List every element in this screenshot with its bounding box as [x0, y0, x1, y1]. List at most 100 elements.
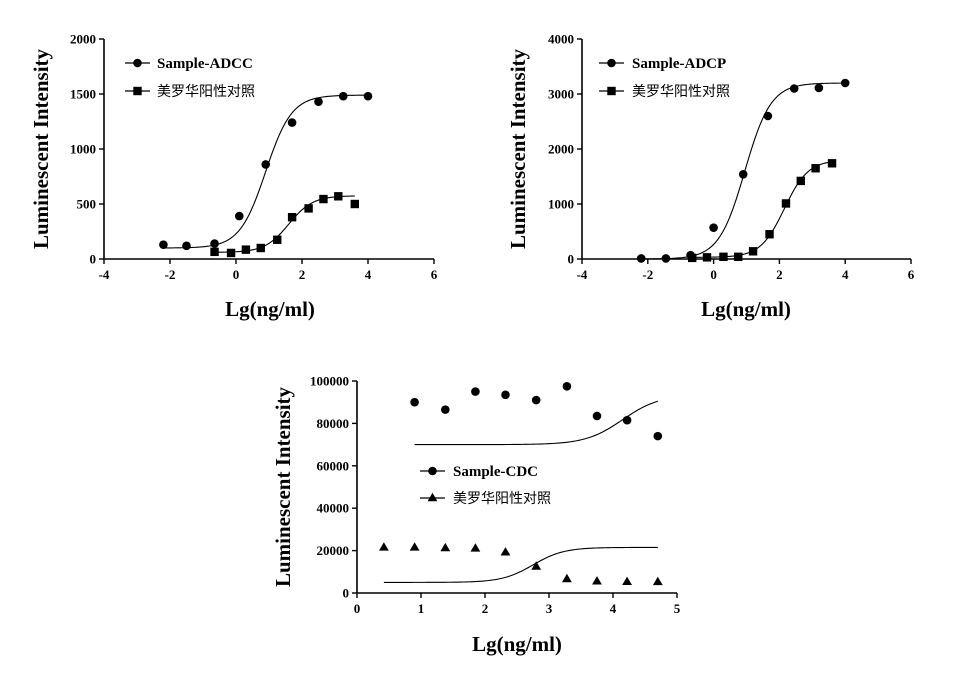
adcp-legend-control-label: 美罗华阳性对照 [632, 84, 730, 100]
cdc-series-0-point [501, 390, 510, 400]
adcp-series-1-point [827, 159, 837, 168]
cdc-series-1-point [378, 542, 389, 551]
adcp-series-0-point [661, 254, 671, 263]
cdc-x-tick-label: 3 [546, 601, 553, 616]
cdc-x-tick-label: 4 [610, 601, 617, 616]
cdc-series-0-point [471, 387, 480, 396]
cdc-y-tick-label: 40000 [317, 501, 350, 516]
adcc-y-tick-label: 500 [77, 197, 97, 212]
adcp-series-1-point [748, 247, 758, 256]
cdc-legend-sample-label: Sample-CDC [453, 464, 538, 480]
adcp-series-0-point [814, 83, 824, 93]
cdc-y-tick-label: 100000 [310, 374, 349, 389]
adcp-series-0-point [709, 223, 718, 232]
adcp-legend-sample-label: Sample-ADCP [632, 56, 726, 72]
cdc-tick-labels: 0 1 2 3 4 5 0 20000 40000 60000 80000 100000 [310, 374, 681, 617]
adcp-y-tick-label: 0 [568, 252, 575, 267]
cdc-series-1-point [622, 576, 632, 585]
adcc-legend-square-marker [133, 86, 142, 96]
cdc-series-1-point [592, 576, 602, 585]
adcp-x-tick-label: 4 [842, 267, 849, 282]
cdc-series-1-point [409, 542, 420, 551]
adcp-series-1-point [734, 252, 743, 261]
cdc-series-1-point [531, 561, 542, 570]
cdc-series-1-point [440, 542, 451, 552]
cdc-y-tick-label: 60000 [317, 458, 350, 473]
cdc-series-0-point [441, 405, 450, 414]
adcc-data-points [159, 91, 373, 258]
adcc-series-1-point [350, 199, 359, 209]
adcc-series-1-point [241, 245, 251, 254]
adcp-chart-panel: -4 -2 0 2 4 6 0 1000 2000 3000 4000 Luminescent In… [506, 32, 915, 322]
adcc-x-tick-label: 6 [431, 267, 438, 282]
adcp-legend-circle-marker [607, 58, 616, 68]
cdc-series-1-point [470, 543, 481, 552]
adcc-series-1-point [319, 194, 328, 204]
cdc-x-tick-label: 0 [354, 601, 361, 616]
cdc-series-0-point [653, 431, 663, 441]
adcp-data-points [636, 78, 850, 263]
adcc-fit-curves [163, 94, 369, 253]
cdc-axes [352, 380, 678, 598]
adcp-y-tick-label: 2000 [548, 142, 574, 157]
cdc-y-tick-label: 80000 [317, 416, 350, 431]
adcc-series-1-point [334, 192, 343, 201]
cdc-y-axis-label: Luminescent Intensity [271, 386, 295, 587]
adcc-legend-sample-label: Sample-ADCC [157, 56, 253, 72]
adcc-series-0-point [338, 91, 348, 101]
adcp-series-1-point [765, 230, 774, 239]
adcp-series-0-point [636, 254, 646, 263]
adcc-series-1-point [226, 248, 236, 258]
adcp-series-1-point [719, 252, 728, 261]
adcp-x-axis-label: Lg(ng/ml) [701, 297, 791, 321]
adcp-x-tick-label: -4 [577, 267, 588, 282]
adcc-y-tick-label: 0 [90, 252, 97, 267]
adcp-series-1-point [781, 199, 791, 208]
adcp-axes [577, 38, 912, 264]
adcc-x-tick-label: 0 [233, 267, 240, 282]
adcc-y-tick-label: 2000 [70, 32, 96, 47]
adcp-y-tick-label: 1000 [548, 197, 574, 212]
cdc-x-axis-label: Lg(ng/ml) [472, 632, 562, 656]
adcc-series-1-point [256, 243, 265, 253]
cdc-legend-control-label: 美罗华阳性对照 [453, 491, 551, 507]
adcc-y-axis-label: Luminescent Intensity [29, 48, 53, 249]
cdc-x-tick-label: 1 [418, 601, 425, 616]
adcp-x-tick-label: 0 [710, 267, 717, 282]
adcc-series-0-point [314, 97, 323, 106]
adcc-series-1-fit-curve [214, 195, 355, 253]
adcc-axes [99, 38, 435, 264]
adcc-series-1-point [287, 213, 297, 222]
adcc-series-1-point [210, 247, 219, 257]
adcc-x-tick-label: 2 [299, 267, 306, 282]
adcp-x-tick-label: 2 [776, 267, 783, 282]
cdc-series-1-point [500, 547, 511, 556]
adcc-x-tick-label: 4 [365, 267, 372, 282]
adcp-series-0-point [763, 111, 773, 121]
adcc-series-1-point [304, 204, 313, 213]
adcc-legend: Sample-ADCC 美罗华阳性对照 [125, 56, 255, 100]
adcc-series-0-point [261, 160, 271, 169]
adcp-y-tick-label: 3000 [548, 87, 574, 102]
adcc-series-0-point [235, 211, 244, 221]
cdc-legend-triangle-marker [427, 492, 438, 502]
adcp-series-0-point [738, 170, 748, 179]
cdc-series-0-point [531, 395, 541, 405]
adcc-series-0-point [159, 240, 168, 249]
adcp-series-1-point [702, 253, 712, 262]
adcc-legend-control-label: 美罗华阳性对照 [157, 84, 255, 100]
adcp-y-tick-label: 4000 [548, 32, 574, 47]
adcp-x-tick-label: 6 [908, 267, 915, 282]
adcc-series-0-point [363, 91, 373, 101]
adcp-legend-square-marker [607, 86, 616, 96]
cdc-data-points [378, 382, 663, 586]
adcp-legend: Sample-ADCP 美罗华阳性对照 [599, 56, 730, 100]
cdc-y-tick-label: 20000 [317, 543, 350, 558]
cdc-series-0-point [562, 382, 572, 391]
adcc-y-tick-label: 1500 [70, 87, 96, 102]
adcp-y-axis-label: Luminescent Intensity [506, 48, 530, 249]
adcp-series-1-point [688, 253, 697, 263]
adcc-chart-panel: -4 -2 0 2 4 6 0 500 1000 1500 2000 Luminescent Int… [29, 32, 438, 322]
adcc-series-0-fit-curve [163, 94, 369, 249]
